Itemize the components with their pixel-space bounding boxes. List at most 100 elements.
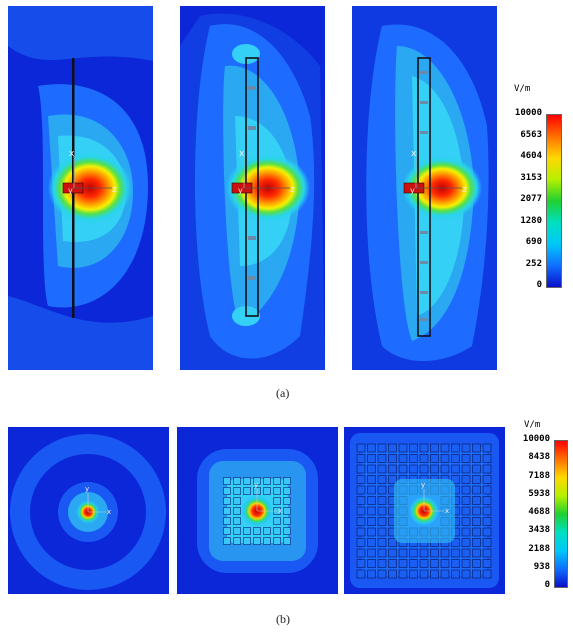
color-scale-legend-b: V/m 10000 8438 7188 5938 4688 3438 2188 938 0	[510, 418, 572, 596]
array-element	[461, 443, 471, 453]
array-element	[356, 569, 366, 579]
array-element	[356, 517, 366, 526]
array-element	[388, 538, 397, 547]
legend-tick-label: 4604	[520, 151, 542, 161]
array-element	[482, 454, 492, 463]
array-element	[367, 496, 376, 505]
array-element	[482, 559, 492, 568]
array-element	[472, 496, 481, 505]
axis-label-z-icon: z	[290, 185, 295, 195]
array-element	[388, 464, 397, 474]
array-element	[482, 527, 492, 537]
legend-tick-label: 0	[536, 280, 542, 290]
legend-tick-label: 2077	[520, 194, 542, 204]
legend-tick-label: 252	[525, 258, 542, 269]
array-element	[263, 537, 271, 545]
array-element	[409, 454, 418, 463]
array-element	[283, 517, 291, 525]
axis-label-x-icon: x	[411, 149, 417, 159]
array-element	[409, 443, 418, 453]
array-element	[253, 537, 261, 545]
array-element	[451, 548, 460, 558]
legend-unit: V/m	[514, 84, 531, 94]
array-element	[356, 485, 366, 495]
axis-label-y-icon: y	[410, 186, 415, 195]
field-plot-b2: x y	[177, 427, 338, 594]
array-element	[430, 559, 439, 568]
array-element	[461, 485, 471, 495]
array-element	[430, 548, 439, 558]
array-element	[367, 506, 376, 516]
array-element	[377, 464, 387, 474]
axis-label-y-icon: y	[421, 481, 425, 489]
axis-label-x-icon: x	[445, 507, 449, 515]
legend-tick-label: 6563	[520, 129, 542, 140]
array-element	[367, 475, 376, 484]
legend-color-bar	[546, 114, 562, 288]
legend-color-bar	[554, 440, 568, 588]
axis-label-x-icon: x	[107, 508, 111, 516]
array-element	[223, 487, 231, 495]
legend-tick-label: 7188	[528, 470, 550, 481]
array-element	[472, 475, 481, 484]
array-element	[472, 506, 481, 516]
array-element	[233, 527, 241, 535]
axis-label-x-icon: x	[239, 149, 245, 159]
array-element	[356, 559, 366, 568]
array-element	[451, 569, 460, 579]
array-element	[472, 517, 481, 526]
array-element	[367, 548, 376, 558]
array-element	[409, 559, 418, 568]
array-element	[273, 497, 281, 505]
array-element	[356, 454, 366, 463]
array-element	[233, 517, 241, 525]
legend-tick-label: 938	[533, 561, 550, 572]
array-element	[409, 569, 418, 579]
array-element	[472, 443, 481, 453]
array-element	[430, 454, 439, 463]
axis-label-x-icon: x	[69, 149, 75, 159]
array-element	[440, 443, 450, 453]
array-element	[472, 454, 481, 463]
array-element	[388, 454, 397, 463]
array-element	[451, 443, 460, 453]
array-element	[430, 443, 439, 453]
array-element	[223, 477, 231, 485]
array-element	[377, 475, 387, 484]
array-element	[377, 443, 387, 453]
axis-label-z-icon: z	[112, 185, 117, 195]
array-element	[377, 454, 387, 463]
axis-label-y-icon: y	[85, 485, 89, 493]
array-element	[482, 517, 492, 526]
array-element	[451, 464, 460, 474]
array-element	[419, 569, 429, 579]
array-element	[223, 527, 231, 535]
array-element	[367, 527, 376, 537]
array-element	[356, 538, 366, 547]
array-element	[243, 477, 251, 485]
array-element	[440, 559, 450, 568]
array-element	[367, 559, 376, 568]
array-element	[253, 477, 261, 485]
array-element	[283, 507, 291, 515]
array-element	[461, 517, 471, 526]
array-element	[243, 527, 251, 535]
array-element	[461, 527, 471, 537]
array-element	[440, 454, 450, 463]
array-element	[367, 538, 376, 547]
array-element	[356, 527, 366, 537]
caption-a: (a)	[276, 386, 290, 400]
legend-unit: V/m	[524, 420, 541, 430]
array-element	[398, 569, 408, 579]
legend-tick-label: 10000	[522, 434, 550, 444]
array-element	[440, 464, 450, 474]
array-element	[451, 475, 460, 484]
array-element	[377, 569, 387, 579]
array-element	[283, 477, 291, 485]
array-element	[472, 569, 481, 579]
array-element	[482, 496, 492, 505]
array-element	[388, 475, 397, 484]
array-element	[419, 454, 429, 463]
array-element	[419, 548, 429, 558]
array-element	[388, 548, 397, 558]
